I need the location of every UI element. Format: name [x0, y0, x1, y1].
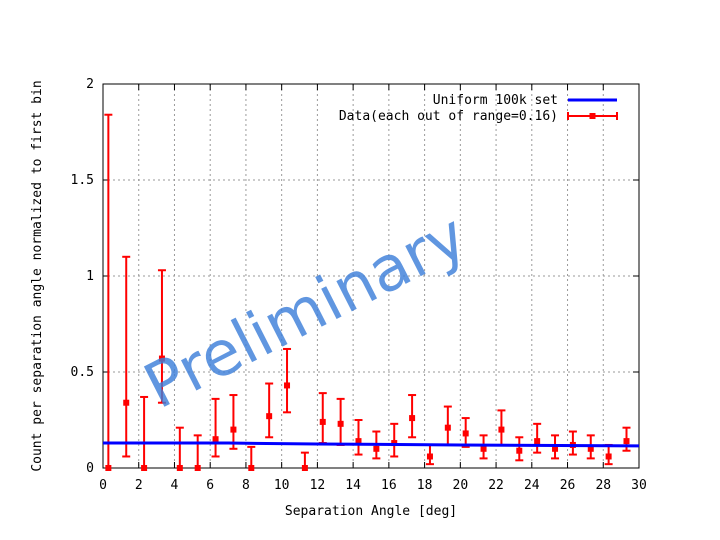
data-point — [104, 113, 113, 471]
data-marker — [426, 453, 433, 460]
data-point — [443, 405, 452, 446]
y-tick-label: 0 — [86, 461, 94, 476]
y-tick-label: 1.5 — [71, 173, 94, 188]
data-marker — [552, 445, 559, 452]
x-tick-label: 22 — [488, 478, 504, 493]
data-point — [336, 397, 345, 446]
x-tick-label: 28 — [595, 478, 611, 493]
x-tick-label: 24 — [524, 478, 540, 493]
y-tick-label: 1 — [86, 269, 94, 284]
data-point — [140, 395, 149, 471]
watermark-text: Preliminary — [133, 199, 478, 423]
data-marker — [480, 445, 487, 452]
legend-marker-data — [589, 113, 596, 119]
x-axis-label: Separation Angle [deg] — [285, 504, 457, 519]
legend-label-uniform: Uniform 100k set — [433, 93, 558, 108]
data-point — [604, 443, 613, 466]
legend-label-data: Data(each out of range=0.16) — [339, 109, 558, 124]
x-tick-label: 18 — [417, 478, 433, 493]
y-tick-label: 0.5 — [71, 365, 94, 380]
data-marker — [266, 413, 273, 420]
data-marker — [409, 415, 416, 422]
x-tick-label: 30 — [631, 478, 647, 493]
data-point — [300, 451, 309, 471]
data-marker — [498, 426, 505, 433]
data-point — [283, 347, 292, 414]
uniform-line — [103, 441, 640, 448]
data-point — [247, 445, 256, 471]
data-point — [157, 269, 166, 404]
data-marker — [516, 447, 523, 454]
data-marker — [176, 465, 183, 471]
data-point — [318, 392, 327, 445]
data-marker — [587, 445, 594, 452]
data-marker — [301, 465, 308, 471]
data-marker — [230, 426, 237, 433]
data-point — [461, 417, 470, 448]
x-tick-label: 6 — [206, 478, 214, 493]
x-tick-label: 8 — [242, 478, 250, 493]
data-point — [533, 422, 542, 454]
data-marker — [605, 453, 612, 460]
y-axis-label: Count per separation angle normalized to… — [30, 80, 45, 471]
data-point — [354, 419, 363, 456]
data-point — [211, 397, 220, 458]
data-point — [515, 436, 524, 462]
data-point — [390, 422, 399, 458]
data-marker — [355, 438, 362, 445]
x-tick-label: 2 — [135, 478, 143, 493]
data-point — [479, 434, 488, 460]
x-tick-label: 0 — [99, 478, 107, 493]
data-point — [497, 409, 506, 446]
data-marker — [373, 445, 380, 452]
data-marker — [319, 418, 326, 425]
data-marker — [534, 438, 541, 445]
data-point — [425, 443, 434, 466]
data-marker — [158, 355, 165, 362]
x-tick-label: 12 — [310, 478, 326, 493]
data-marker — [105, 465, 112, 471]
data-marker — [444, 424, 451, 431]
data-point — [122, 255, 131, 458]
x-tick-label: 26 — [560, 478, 576, 493]
data-marker — [141, 465, 148, 471]
data-marker — [248, 465, 255, 471]
x-tick-label: 16 — [381, 478, 397, 493]
grid — [103, 84, 639, 468]
data-marker — [337, 420, 344, 427]
data-marker — [623, 438, 630, 445]
data-marker — [212, 436, 219, 443]
x-tick-label: 10 — [274, 478, 290, 493]
y-tick-label: 2 — [86, 77, 94, 92]
data-marker — [462, 430, 469, 437]
data-point — [193, 434, 202, 471]
data-marker — [123, 399, 130, 406]
x-tick-label: 14 — [345, 478, 361, 493]
series-layer — [103, 113, 640, 471]
data-point — [408, 394, 417, 439]
x-tick-label: 4 — [171, 478, 179, 493]
data-marker — [284, 382, 291, 389]
data-point — [265, 382, 274, 439]
x-tick-label: 20 — [453, 478, 469, 493]
data-marker — [194, 465, 201, 471]
data-point — [229, 394, 238, 450]
data-point — [175, 426, 184, 471]
data-point — [568, 430, 577, 456]
